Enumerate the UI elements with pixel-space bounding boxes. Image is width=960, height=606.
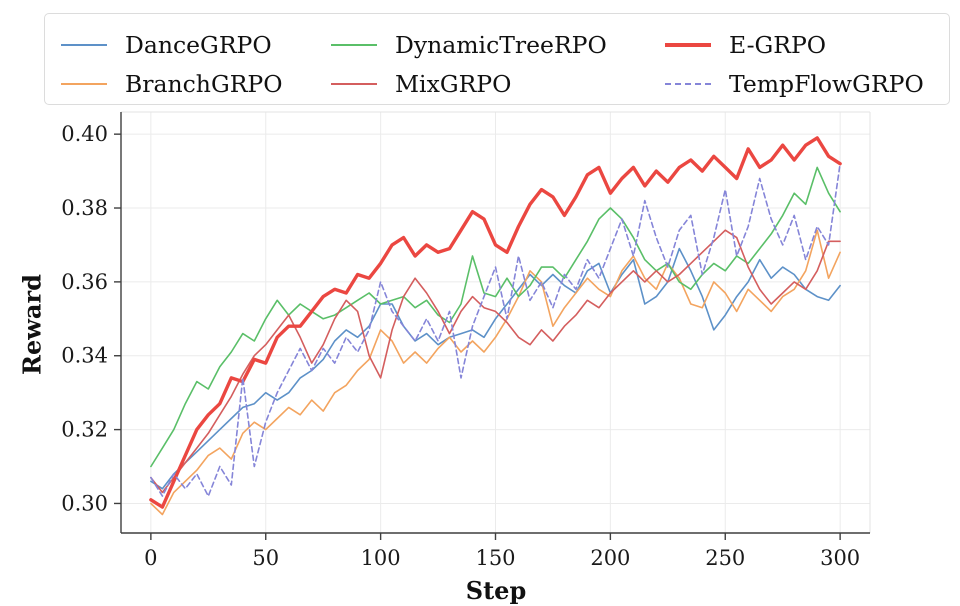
legend-label: BranchGRPO [125,70,283,98]
axes [114,111,871,540]
series-line-E-GRPO [149,136,842,509]
legend-item-BranchGRPO: BranchGRPO [61,71,283,97]
x-tick-label: 300 [820,546,860,570]
x-tick-label: 250 [705,546,745,570]
legend: DanceGRPO BranchGRPO DynamicTreeRPO MixGRPO… [44,13,950,105]
series-line-BranchGRPO [150,229,841,516]
x-axis-label: Step [465,576,527,605]
legend-item-E-GRPO: E-GRPO [665,32,826,58]
x-tick-label: 150 [475,546,515,570]
legend-line-sample-TempFlowGRPO [665,83,711,85]
y-tick-label: 0.30 [61,491,108,515]
legend-line-sample-DanceGRPO [61,44,107,46]
gridlines [121,112,870,533]
y-tick-label: 0.32 [61,418,108,442]
legend-item-MixGRPO: MixGRPO [331,71,511,97]
series-line-TempFlowGRPO [150,162,841,497]
legend-line-sample-E-GRPO [665,43,711,47]
legend-label: MixGRPO [395,70,512,98]
y-tick-label: 0.34 [61,344,108,368]
legend-line-sample-MixGRPO [331,83,377,85]
y-tick-label: 0.38 [61,196,108,220]
x-tick-label: 0 [144,546,157,570]
legend-item-TempFlowGRPO: TempFlowGRPO [665,71,924,97]
x-tick-label: 50 [252,546,279,570]
legend-item-DynamicTreeRPO: DynamicTreeRPO [331,32,607,58]
legend-label: DynamicTreeRPO [395,31,607,59]
y-tick-label: 0.40 [61,122,108,146]
y-axis-label: Reward [17,274,47,375]
legend-line-sample-DynamicTreeRPO [331,44,377,46]
series-line-MixGRPO [150,229,841,494]
legend-item-DanceGRPO: DanceGRPO [61,32,272,58]
tick-labels: 0 50 100 150 200 250 300 0.30 0.32 0.34 0.36 0.38 0.… [61,122,860,570]
series-line-DynamicTreeRPO [150,166,841,468]
y-tick-label: 0.36 [61,270,108,294]
legend-line-sample-BranchGRPO [61,83,107,85]
series-lines [149,136,842,516]
legend-label: TempFlowGRPO [729,70,924,98]
x-tick-label: 200 [590,546,630,570]
x-tick-label: 100 [361,546,401,570]
legend-label: E-GRPO [729,31,827,59]
legend-label: DanceGRPO [125,31,272,59]
series-line-DanceGRPO [150,247,841,490]
